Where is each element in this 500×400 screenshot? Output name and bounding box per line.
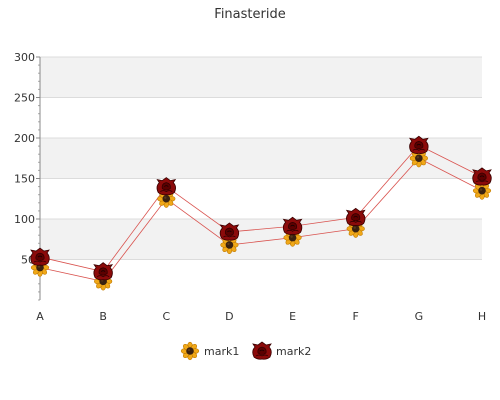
data-point [346,207,366,227]
data-point [156,177,176,196]
data-point [30,247,50,266]
y-tick-label: 200 [14,132,35,145]
data-point [472,167,492,186]
legend-marker [252,341,272,360]
legend-marker [180,341,200,361]
x-tick-label: D [225,310,233,323]
series-line [39,144,483,273]
plot-bands [40,57,482,260]
plot-series [39,144,483,282]
series-line [39,157,483,282]
grid-band [40,57,482,98]
x-tick-label: C [162,310,170,323]
x-tick-label: H [478,310,486,323]
data-point [93,262,113,281]
x-tick-label: E [289,310,296,323]
data-point [409,135,429,154]
y-tick-label: 100 [14,213,35,226]
plot-grid [40,56,482,260]
x-tick-label: B [99,310,107,323]
x-tick-label: G [415,310,424,323]
chart-title: Finasteride [214,7,285,22]
grid-band [40,219,482,260]
legend-label: mark2 [276,345,311,358]
x-tick-label: F [353,310,359,323]
data-point [219,222,240,241]
chart-legend: mark1 mark2 [180,341,311,361]
legend-label: mark1 [204,345,239,358]
y-tick-label: 150 [14,173,35,186]
y-tick-label: 300 [14,51,35,64]
grid-band [40,138,482,179]
data-point [282,216,303,235]
y-tick-label: 250 [14,92,35,105]
x-tick-label: A [36,310,44,323]
